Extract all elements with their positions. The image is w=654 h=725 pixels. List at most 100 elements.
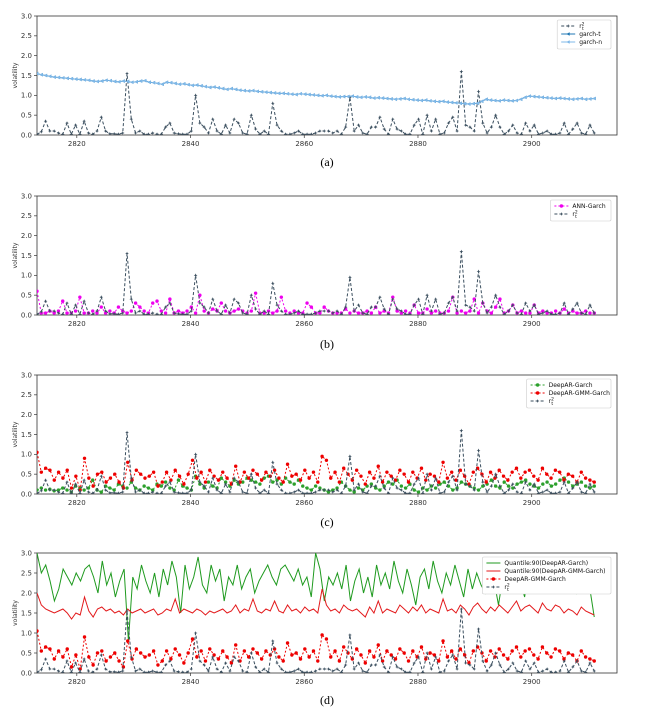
data-point bbox=[536, 657, 540, 661]
data-point bbox=[86, 669, 91, 673]
data-point bbox=[475, 101, 480, 106]
data-point bbox=[395, 665, 399, 669]
data-point bbox=[37, 71, 39, 76]
data-point bbox=[262, 129, 267, 133]
data-point bbox=[523, 478, 528, 482]
data-point bbox=[39, 488, 44, 493]
data-point bbox=[56, 309, 61, 313]
data-point bbox=[206, 490, 211, 494]
data-point bbox=[125, 486, 129, 490]
data-point bbox=[60, 670, 65, 673]
data-point bbox=[330, 490, 335, 494]
x-tick-label: 2880 bbox=[409, 678, 427, 686]
data-point bbox=[117, 659, 121, 663]
data-point bbox=[211, 307, 215, 311]
y-tick-label: 0.0 bbox=[21, 311, 32, 319]
data-point bbox=[523, 659, 528, 663]
data-point bbox=[540, 131, 545, 135]
data-point bbox=[283, 670, 288, 673]
data-point bbox=[309, 670, 314, 673]
data-point bbox=[318, 488, 322, 492]
data-point bbox=[471, 649, 476, 653]
data-point bbox=[359, 653, 363, 657]
data-point bbox=[566, 472, 571, 476]
data-point bbox=[242, 470, 247, 474]
series-line bbox=[37, 630, 595, 670]
data-point bbox=[462, 101, 467, 106]
data-point bbox=[69, 486, 74, 490]
data-point bbox=[393, 97, 398, 102]
data-point bbox=[528, 309, 532, 313]
data-point bbox=[202, 305, 207, 309]
data-point bbox=[203, 480, 208, 484]
data-point bbox=[176, 311, 181, 315]
data-point bbox=[251, 647, 255, 651]
data-point bbox=[37, 450, 39, 455]
data-point bbox=[367, 649, 372, 653]
series-line bbox=[37, 251, 595, 315]
data-point bbox=[382, 486, 387, 490]
data-point bbox=[540, 466, 545, 470]
legend-label: garch-t bbox=[579, 31, 601, 38]
data-point bbox=[441, 639, 445, 643]
data-point bbox=[432, 474, 437, 478]
data-point bbox=[206, 480, 211, 484]
data-point bbox=[468, 309, 472, 313]
y-tick-label: 1.0 bbox=[21, 272, 32, 280]
data-point bbox=[215, 129, 219, 133]
data-point bbox=[484, 97, 488, 102]
data-point bbox=[523, 480, 528, 484]
data-point bbox=[510, 661, 515, 665]
data-point bbox=[249, 651, 254, 655]
data-point bbox=[399, 667, 404, 671]
x-tick-label: 2840 bbox=[182, 678, 200, 686]
data-point bbox=[350, 94, 354, 98]
data-point bbox=[488, 470, 493, 474]
data-point bbox=[583, 491, 588, 494]
data-point bbox=[441, 460, 445, 464]
data-point bbox=[436, 99, 441, 104]
data-point bbox=[113, 651, 117, 655]
data-point bbox=[99, 653, 104, 657]
data-point bbox=[272, 468, 277, 472]
series-r-t-2 bbox=[37, 249, 597, 315]
data-point bbox=[47, 488, 52, 492]
data-point bbox=[228, 131, 232, 135]
data-point bbox=[142, 309, 146, 313]
data-point bbox=[592, 131, 597, 135]
data-point bbox=[194, 83, 199, 87]
data-point bbox=[189, 129, 194, 133]
data-point bbox=[485, 669, 489, 673]
data-point bbox=[39, 309, 44, 314]
data-point bbox=[47, 74, 52, 79]
data-point bbox=[489, 125, 494, 129]
data-point bbox=[382, 307, 387, 311]
data-point bbox=[459, 480, 464, 484]
data-point bbox=[515, 311, 519, 315]
data-point bbox=[52, 309, 57, 313]
data-point bbox=[408, 312, 412, 315]
data-point bbox=[202, 125, 207, 129]
data-point bbox=[47, 667, 52, 671]
data-point bbox=[259, 89, 264, 94]
data-point bbox=[176, 131, 181, 135]
data-point bbox=[163, 484, 168, 488]
data-point bbox=[359, 474, 363, 478]
y-tick-label: 0.5 bbox=[21, 111, 32, 119]
data-point bbox=[91, 478, 95, 482]
data-point bbox=[333, 470, 337, 474]
data-point bbox=[290, 653, 294, 657]
data-point bbox=[108, 78, 112, 83]
data-point bbox=[531, 94, 536, 99]
data-point bbox=[199, 649, 203, 653]
data-point bbox=[433, 655, 438, 659]
data-point bbox=[150, 311, 155, 315]
data-point bbox=[189, 488, 194, 492]
data-point bbox=[108, 476, 113, 480]
data-point bbox=[476, 311, 481, 315]
data-point bbox=[263, 90, 268, 94]
data-point bbox=[60, 76, 65, 80]
chart-panel-b: 0.0 0.5 1.0 1.5 2.0 2.5 3.0 2820 2840 2860 2880 290… bbox=[12, 192, 618, 328]
data-point bbox=[378, 653, 382, 657]
data-point bbox=[82, 311, 86, 315]
